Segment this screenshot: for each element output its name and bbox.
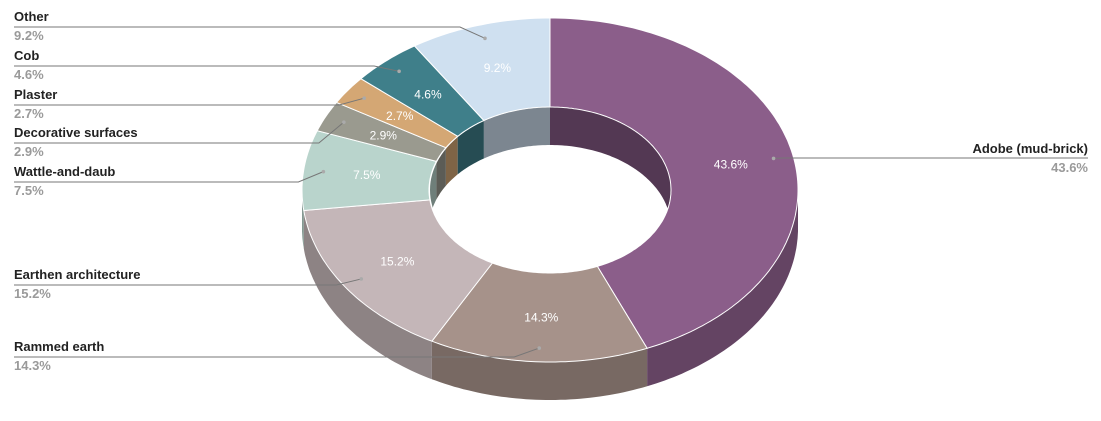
leader-dot <box>537 346 541 350</box>
legend-name: Wattle-and-daub <box>14 164 115 179</box>
legend-value: 2.7% <box>14 106 44 121</box>
leader-dot <box>342 120 346 124</box>
legend-name: Rammed earth <box>14 339 104 354</box>
slice-label: 9.2% <box>484 61 512 75</box>
legend-name: Decorative surfaces <box>14 125 138 140</box>
leader-line <box>14 98 364 105</box>
legend-value: 15.2% <box>14 286 51 301</box>
leader-line <box>14 66 399 71</box>
leader-dot <box>772 157 776 161</box>
legend-value: 9.2% <box>14 28 44 43</box>
legend-value: 4.6% <box>14 67 44 82</box>
slice-label: 14.3% <box>524 310 558 324</box>
slice-label: 4.6% <box>414 87 442 101</box>
legend-value: 14.3% <box>14 358 51 373</box>
legend-value: 43.6% <box>1051 160 1088 175</box>
legend-name: Earthen architecture <box>14 267 140 282</box>
slice-label: 15.2% <box>380 255 414 269</box>
leader-dot <box>359 277 363 281</box>
legend-name: Other <box>14 9 49 24</box>
legend-value: 2.9% <box>14 144 44 159</box>
legend-name: Cob <box>14 48 39 63</box>
legend-name: Plaster <box>14 87 57 102</box>
slice-label: 2.7% <box>386 109 414 123</box>
leader-line <box>14 27 485 38</box>
leader-dot <box>322 170 326 174</box>
slice-label: 7.5% <box>353 168 381 182</box>
leader-dot <box>397 70 401 74</box>
legend-name: Adobe (mud-brick) <box>972 141 1088 156</box>
slice-label: 43.6% <box>714 158 748 172</box>
leader-dot <box>483 37 487 41</box>
legend-value: 7.5% <box>14 183 44 198</box>
leader-dot <box>362 96 366 100</box>
slice-label: 2.9% <box>370 128 398 142</box>
